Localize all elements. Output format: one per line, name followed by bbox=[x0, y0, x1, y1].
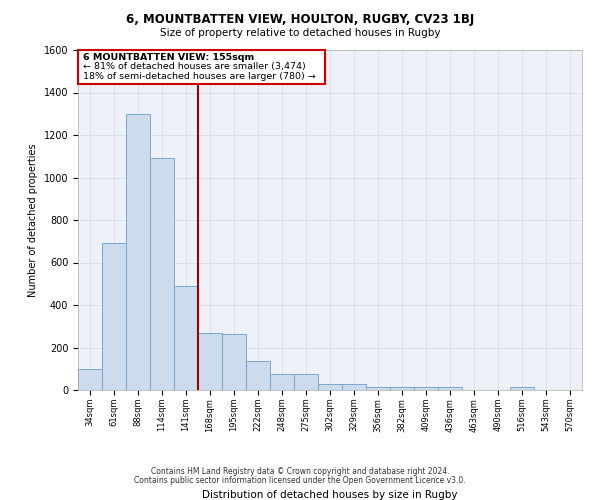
Text: Size of property relative to detached houses in Rugby: Size of property relative to detached ho… bbox=[160, 28, 440, 38]
Text: Contains public sector information licensed under the Open Government Licence v3: Contains public sector information licen… bbox=[134, 476, 466, 485]
Bar bbox=[78, 369, 102, 390]
Text: Contains HM Land Registry data © Crown copyright and database right 2024.: Contains HM Land Registry data © Crown c… bbox=[151, 467, 449, 476]
Bar bbox=[198, 332, 222, 390]
Bar bbox=[78, 50, 325, 84]
Bar bbox=[126, 114, 150, 390]
Bar bbox=[414, 387, 438, 390]
Text: 6 MOUNTBATTEN VIEW: 155sqm: 6 MOUNTBATTEN VIEW: 155sqm bbox=[83, 52, 254, 62]
Bar bbox=[150, 158, 174, 390]
X-axis label: Distribution of detached houses by size in Rugby: Distribution of detached houses by size … bbox=[202, 490, 458, 500]
Y-axis label: Number of detached properties: Number of detached properties bbox=[28, 143, 38, 297]
Bar bbox=[222, 334, 246, 390]
Text: ← 81% of detached houses are smaller (3,474): ← 81% of detached houses are smaller (3,… bbox=[83, 62, 305, 72]
Text: 18% of semi-detached houses are larger (780) →: 18% of semi-detached houses are larger (… bbox=[83, 72, 316, 81]
Bar bbox=[294, 374, 318, 390]
Bar bbox=[246, 362, 270, 390]
Bar bbox=[366, 387, 390, 390]
Bar bbox=[438, 387, 462, 390]
Bar bbox=[342, 384, 366, 390]
Bar bbox=[270, 374, 294, 390]
Bar bbox=[390, 387, 414, 390]
Bar bbox=[102, 244, 126, 390]
Bar bbox=[174, 286, 198, 390]
Bar bbox=[510, 387, 534, 390]
Text: 6, MOUNTBATTEN VIEW, HOULTON, RUGBY, CV23 1BJ: 6, MOUNTBATTEN VIEW, HOULTON, RUGBY, CV2… bbox=[126, 12, 474, 26]
Bar bbox=[318, 384, 342, 390]
